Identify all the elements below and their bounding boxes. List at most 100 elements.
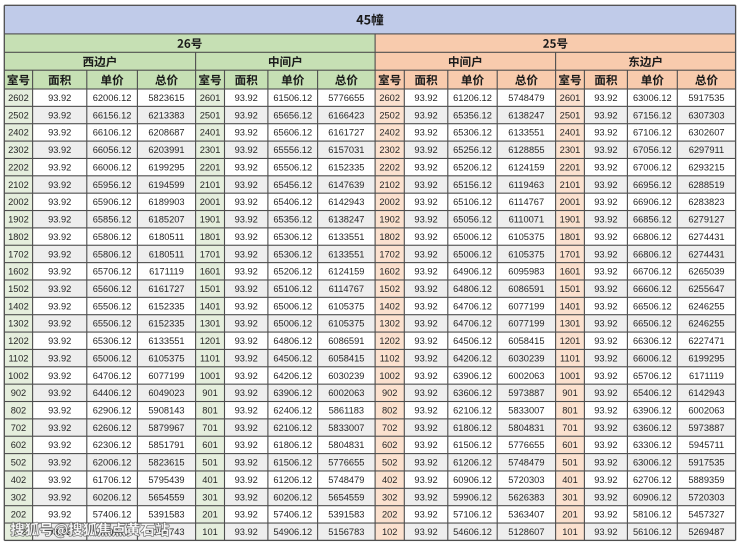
svg-text:93.92: 93.92: [594, 510, 617, 520]
svg-text:6189903: 6189903: [148, 197, 184, 207]
svg-text:6283823: 6283823: [688, 197, 724, 207]
svg-text:6213383: 6213383: [148, 110, 184, 120]
svg-text:702: 702: [11, 423, 27, 433]
svg-text:1101: 1101: [560, 353, 580, 363]
svg-text:6274431: 6274431: [688, 232, 724, 242]
svg-text:6138247: 6138247: [328, 215, 364, 225]
svg-text:65006.12: 65006.12: [273, 319, 312, 329]
svg-text:1002: 1002: [8, 371, 29, 381]
svg-text:93.92: 93.92: [48, 388, 71, 398]
svg-text:5626383: 5626383: [508, 492, 544, 502]
svg-text:6077199: 6077199: [508, 319, 544, 329]
svg-text:62006.12: 62006.12: [93, 458, 132, 468]
svg-text:6147639: 6147639: [328, 180, 364, 190]
svg-text:93.92: 93.92: [594, 145, 617, 155]
svg-text:93.92: 93.92: [594, 301, 617, 311]
svg-text:6124159: 6124159: [328, 267, 364, 277]
svg-text:6152335: 6152335: [328, 162, 364, 172]
svg-text:1802: 1802: [379, 232, 400, 242]
svg-text:5973887: 5973887: [688, 423, 724, 433]
svg-text:93.92: 93.92: [594, 215, 617, 225]
svg-text:64506.12: 64506.12: [453, 336, 492, 346]
svg-text:5654559: 5654559: [328, 492, 364, 502]
svg-text:2001: 2001: [560, 197, 581, 207]
svg-text:901: 901: [202, 388, 218, 398]
svg-text:5776655: 5776655: [328, 458, 364, 468]
svg-text:701: 701: [562, 423, 578, 433]
svg-text:6105375: 6105375: [508, 249, 544, 259]
svg-text:93.92: 93.92: [235, 249, 258, 259]
svg-text:5823615: 5823615: [148, 458, 184, 468]
svg-text:64906.12: 64906.12: [453, 267, 492, 277]
svg-text:6002063: 6002063: [328, 388, 364, 398]
svg-text:93.92: 93.92: [414, 406, 437, 416]
svg-text:93.92: 93.92: [594, 110, 617, 120]
svg-text:2102: 2102: [8, 180, 29, 190]
svg-text:64806.12: 64806.12: [453, 284, 492, 294]
svg-text:65206.12: 65206.12: [453, 162, 492, 172]
svg-text:502: 502: [11, 458, 27, 468]
svg-text:93.92: 93.92: [48, 267, 71, 277]
svg-text:93.92: 93.92: [594, 458, 617, 468]
svg-text:6133551: 6133551: [148, 336, 184, 346]
svg-text:902: 902: [11, 388, 27, 398]
svg-text:6265039: 6265039: [688, 267, 724, 277]
svg-text:93.92: 93.92: [235, 180, 258, 190]
svg-text:6133551: 6133551: [328, 232, 364, 242]
svg-text:93.92: 93.92: [48, 440, 71, 450]
svg-text:301: 301: [202, 492, 218, 502]
svg-text:5833007: 5833007: [328, 423, 364, 433]
svg-text:93.92: 93.92: [594, 423, 617, 433]
svg-text:66006.12: 66006.12: [93, 162, 132, 172]
svg-text:93.92: 93.92: [594, 197, 617, 207]
svg-text:93.92: 93.92: [594, 336, 617, 346]
svg-text:6185207: 6185207: [148, 215, 184, 225]
svg-text:65506.12: 65506.12: [93, 319, 132, 329]
svg-text:61506.12: 61506.12: [273, 93, 312, 103]
svg-text:6199295: 6199295: [688, 353, 724, 363]
svg-text:93.92: 93.92: [235, 510, 258, 520]
svg-text:93.92: 93.92: [414, 388, 437, 398]
svg-text:5851791: 5851791: [148, 440, 184, 450]
svg-text:65106.12: 65106.12: [273, 284, 312, 294]
svg-text:66606.12: 66606.12: [633, 284, 672, 294]
svg-text:1901: 1901: [560, 215, 581, 225]
svg-text:2101: 2101: [560, 180, 581, 190]
svg-text:2402: 2402: [8, 128, 29, 138]
svg-text:57406.12: 57406.12: [273, 510, 312, 520]
svg-text:6133551: 6133551: [508, 128, 544, 138]
svg-text:93.92: 93.92: [594, 475, 617, 485]
svg-text:5748479: 5748479: [328, 475, 364, 485]
svg-text:65506.12: 65506.12: [93, 301, 132, 311]
svg-text:2602: 2602: [379, 93, 400, 103]
svg-text:64406.12: 64406.12: [93, 388, 132, 398]
svg-text:401: 401: [562, 475, 578, 485]
svg-text:5795439: 5795439: [148, 475, 184, 485]
svg-text:93.92: 93.92: [594, 440, 617, 450]
svg-text:65806.12: 65806.12: [93, 249, 132, 259]
svg-text:5391583: 5391583: [328, 510, 364, 520]
svg-text:65306.12: 65306.12: [273, 249, 312, 259]
svg-text:5748479: 5748479: [508, 93, 544, 103]
svg-text:65356.12: 65356.12: [453, 110, 492, 120]
svg-text:65306.12: 65306.12: [93, 336, 132, 346]
svg-text:2401: 2401: [200, 128, 221, 138]
svg-text:2302: 2302: [379, 145, 400, 155]
svg-text:93.92: 93.92: [235, 336, 258, 346]
svg-text:93.92: 93.92: [414, 510, 437, 520]
svg-text:6030239: 6030239: [328, 371, 364, 381]
svg-text:1901: 1901: [200, 215, 221, 225]
svg-text:93.92: 93.92: [235, 353, 258, 363]
svg-text:93.92: 93.92: [414, 215, 437, 225]
svg-text:801: 801: [202, 406, 218, 416]
svg-text:6002063: 6002063: [508, 371, 544, 381]
svg-text:6105375: 6105375: [508, 232, 544, 242]
svg-text:93.92: 93.92: [235, 145, 258, 155]
svg-text:6058415: 6058415: [328, 353, 364, 363]
svg-text:66006.12: 66006.12: [633, 353, 672, 363]
svg-text:2001: 2001: [200, 197, 221, 207]
svg-text:5879967: 5879967: [148, 423, 184, 433]
svg-text:5748479: 5748479: [508, 458, 544, 468]
svg-text:93.92: 93.92: [594, 406, 617, 416]
svg-text:93.92: 93.92: [414, 319, 437, 329]
